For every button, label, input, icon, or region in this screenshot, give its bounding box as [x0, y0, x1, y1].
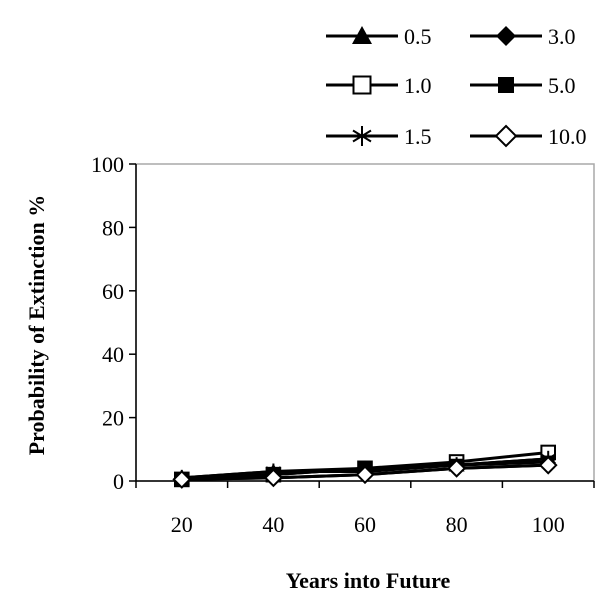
y-tick-label: 100: [91, 152, 124, 177]
legend-item: 1.0: [326, 73, 432, 98]
y-tick-label: 0: [113, 469, 124, 494]
legend-marker: [352, 26, 372, 44]
data-point: [355, 465, 375, 485]
legend-label: 1.5: [404, 124, 432, 149]
legend-label: 0.5: [404, 24, 432, 49]
legend-marker: [498, 77, 514, 93]
legend-marker: [352, 75, 372, 95]
legend-item: 3.0: [470, 24, 576, 49]
legend: 0.5 1.0 1.5 3.0 5.0 10.0: [326, 24, 587, 149]
plot-area: [135, 163, 595, 482]
legend-label: 1.0: [404, 73, 432, 98]
x-axis-ticks: 20 40 60 80 100: [135, 481, 595, 537]
legend-marker: [496, 26, 516, 46]
legend-label: 5.0: [548, 73, 576, 98]
legend-item: 5.0: [470, 73, 576, 98]
y-tick-label: 40: [102, 342, 124, 367]
data-point: [263, 468, 283, 488]
y-axis-title: Probability of Extinction %: [24, 195, 49, 456]
x-tick-label: 80: [446, 512, 468, 537]
legend-item: 0.5: [326, 24, 432, 49]
series-10.0: [172, 455, 558, 489]
plot-frame: [135, 163, 595, 482]
legend-label: 10.0: [548, 124, 587, 149]
y-axis-ticks: 0 20 40 60 80 100: [91, 152, 136, 494]
y-tick-label: 20: [102, 406, 124, 431]
legend-item: 1.5: [326, 124, 432, 149]
x-tick-label: 60: [354, 512, 376, 537]
legend-marker: [352, 126, 372, 146]
asterisk-stroke: [352, 129, 372, 143]
x-tick-label: 100: [532, 512, 565, 537]
data-point: [172, 470, 192, 489]
y-tick-label: 60: [102, 279, 124, 304]
y-tick-label: 80: [102, 215, 124, 240]
x-tick-label: 20: [171, 512, 193, 537]
legend-item: 10.0: [470, 124, 587, 149]
x-tick-label: 40: [262, 512, 284, 537]
legend-marker: [494, 124, 518, 148]
legend-label: 3.0: [548, 24, 576, 49]
data-point: [538, 455, 558, 475]
data-point: [447, 458, 467, 478]
series-layer: [172, 444, 558, 489]
x-axis-title: Years into Future: [286, 568, 451, 593]
